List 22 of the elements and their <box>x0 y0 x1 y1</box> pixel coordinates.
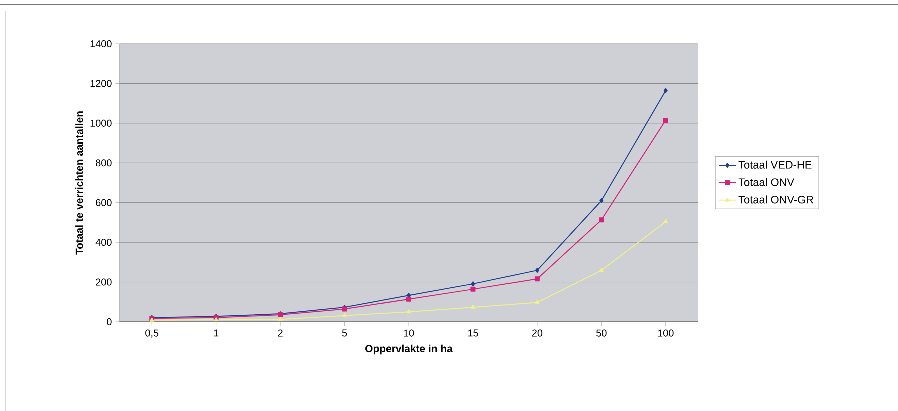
x-tick-label: 10 <box>404 330 414 337</box>
x-tick-label: 100 <box>658 330 674 337</box>
y-tick-label: 1400 <box>90 40 112 48</box>
x-tick-label: 2 <box>278 330 283 337</box>
y-tick-label: 0 <box>107 318 112 326</box>
x-tick-label: 0,5 <box>146 330 159 338</box>
legend-label: Totaal ONV-GR <box>738 196 814 204</box>
x-tick-label: 15 <box>468 330 478 337</box>
y-tick-label: 1000 <box>90 120 112 127</box>
y-tick-label: 200 <box>96 278 112 286</box>
x-axis-title: Oppervlakte in ha <box>366 344 453 355</box>
y-axis-title: Totaal te verrichten aantallen <box>76 112 84 255</box>
x-tick-label: 1 <box>214 330 219 337</box>
x-tick-label: 20 <box>532 330 543 337</box>
legend-label: Totaal VED-HE <box>738 160 812 169</box>
legend-label: Totaal ONV <box>738 178 794 186</box>
y-tick-label: 400 <box>96 239 112 246</box>
x-tick-label: 5 <box>342 330 348 337</box>
y-tick-label: 1200 <box>90 80 112 88</box>
y-tick-label: 600 <box>96 199 112 206</box>
x-tick-label: 50 <box>596 330 607 337</box>
y-tick-label: 800 <box>96 160 112 167</box>
